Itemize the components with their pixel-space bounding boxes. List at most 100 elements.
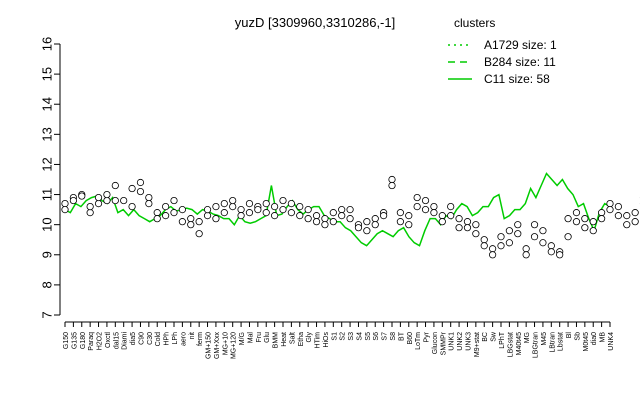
series-layer [64,172,611,247]
data-point [346,206,354,214]
data-point [111,181,119,190]
x-tick-label: MG+120 [231,332,238,359]
data-point [128,184,136,193]
data-point [463,224,472,232]
legend-label: A1729 size: 1 [484,38,557,52]
data-point [547,242,555,250]
x-tick-label: SMMPr [440,331,447,355]
data-point [279,196,287,205]
data-point [78,192,86,200]
x-tick-label: UNK4 [608,332,615,351]
data-point [203,206,212,214]
data-point [530,233,539,241]
data-point [631,218,639,226]
x-tick-label: BMM [273,332,280,349]
data-point [581,224,589,232]
x-tick-label: Heat [281,332,288,347]
x-tick-label: dia0 [591,332,598,345]
data-point [187,215,195,223]
data-point [572,218,581,226]
data-point [380,212,388,220]
y-tick-label: 9 [39,251,54,258]
data-point [153,209,161,217]
data-point [120,196,128,205]
x-tick-label: Gly [306,332,313,343]
x-tick-label: C30 [147,332,154,345]
x-tick-label: Glucon [432,332,439,354]
data-point [346,215,354,223]
x-tick-label: S5 [365,332,372,341]
x-tick-label: B60 [407,332,414,345]
data-point [489,251,497,259]
data-point [480,236,488,244]
data-point [229,196,237,205]
data-point [505,239,513,247]
data-point [312,218,321,226]
x-tick-label: Paraq [88,332,95,351]
y-tick-label: 13 [39,127,54,141]
x-tick-label: S8 [390,332,397,341]
data-point [623,221,631,229]
x-tick-label: LPhT [499,331,506,348]
data-point [564,233,572,241]
data-point [589,227,597,235]
data-point [631,209,639,217]
x-tick-label: Etha [298,332,305,347]
data-point [187,221,195,229]
data-point [271,212,279,220]
x-tick-label: S2 [340,332,347,341]
x-tick-label: H2O2 [97,332,104,350]
data-point [472,230,480,238]
data-point [212,203,220,211]
data-point [598,215,606,223]
x-tick-label: dal15 [113,332,120,349]
x-tick-label: LBGtran [533,332,540,358]
x-tick-label: Fru [256,332,263,343]
data-point [312,212,321,220]
x-tick-label: M45 [541,332,548,346]
data-point [497,233,505,241]
data-point [598,209,606,217]
data-point [287,199,295,208]
data-point [103,196,111,205]
x-tick-label: M40t45 [516,332,523,355]
x-tick-label: ferm [197,332,204,346]
x-tick-label: MG+10 [222,332,229,355]
chart-title: yuzD [3309960,3310286,-1] [235,15,395,30]
data-point [136,178,145,187]
data-point [304,215,312,223]
data-point [220,199,228,208]
x-tick-label: dia5 [130,332,137,345]
data-point [145,199,153,208]
data-point [539,239,547,247]
data-point [623,212,631,220]
data-point [430,203,438,211]
data-point [61,206,69,214]
data-point [94,193,103,202]
x-tick-label: HiOs [323,332,330,348]
data-point [287,209,295,217]
data-point [220,209,228,217]
y-tick-label: 14 [39,97,54,111]
x-tick-label: Sb [574,332,581,341]
x-tick-label: Glu [264,332,271,343]
data-point [564,215,572,223]
x-tick-label: UNK3 [465,332,472,351]
data-point [438,212,446,220]
x-tick-label: M9+stat [474,332,481,357]
x-tick-label: LoTm [415,332,422,350]
x-tick-label: LBtran [549,332,556,353]
data-point [455,215,463,223]
y-tick-label: 15 [39,67,54,81]
data-point [388,175,396,184]
data-point [396,209,404,217]
data-point [589,218,597,226]
data-point [178,206,186,214]
x-tick-label: nit [189,332,196,339]
data-point [128,203,136,211]
y-axis: 7 8 9 10 11 12 13 14 15 16 [39,37,61,319]
x-tick-label: Cold [155,332,162,347]
x-tick-label: S4 [356,332,363,341]
